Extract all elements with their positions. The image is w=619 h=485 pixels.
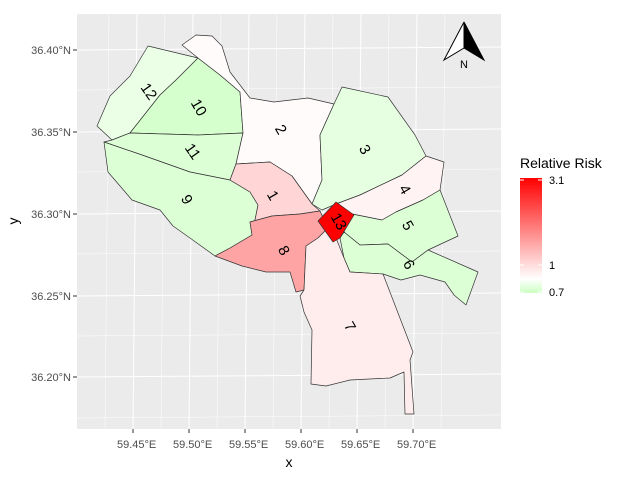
legend-title: Relative Risk	[520, 155, 603, 171]
regions	[96, 34, 479, 415]
y-tick-label: 36.35°N	[31, 127, 71, 139]
region-label-13: 13	[327, 210, 350, 233]
x-tick-label: 59.65°E	[341, 439, 380, 451]
region-7[interactable]	[299, 227, 415, 415]
y-tick-label: 36.40°N	[31, 45, 71, 57]
region-label-10: 10	[187, 96, 210, 119]
x-tick-label: 59.45°E	[117, 439, 156, 451]
legend-mid-label: 1	[549, 260, 555, 272]
x-tick-label: 59.60°E	[285, 439, 324, 451]
legend-min-label: 0.7	[549, 287, 564, 299]
region-13[interactable]	[317, 201, 355, 243]
x-tick-label: 59.70°E	[397, 439, 436, 451]
north-arrow-label: N	[460, 59, 468, 71]
legend-colorbar	[520, 178, 542, 293]
north-arrow-right-icon	[463, 21, 486, 62]
region-8[interactable]	[214, 210, 329, 293]
legend-max-label: 3.1	[549, 175, 564, 187]
x-tick-labels: 59.45°E 59.50°E 59.55°E 59.60°E 59.65°E …	[117, 439, 436, 451]
north-arrow: N	[442, 21, 486, 71]
y-axis-title: y	[5, 218, 21, 225]
x-axis-title: x	[286, 454, 293, 470]
x-tick-label: 59.50°E	[173, 439, 212, 451]
region-label-12: 12	[137, 80, 160, 103]
axis-ticks	[73, 49, 414, 433]
y-tick-label: 36.25°N	[31, 291, 71, 303]
legend: Relative Risk 3.1 1 0.7	[520, 155, 603, 299]
x-tick-label: 59.55°E	[229, 439, 268, 451]
y-tick-labels: 36.40°N 36.35°N 36.30°N 36.25°N 36.20°N	[31, 45, 71, 384]
y-tick-label: 36.30°N	[31, 209, 71, 221]
y-tick-label: 36.20°N	[31, 372, 71, 384]
